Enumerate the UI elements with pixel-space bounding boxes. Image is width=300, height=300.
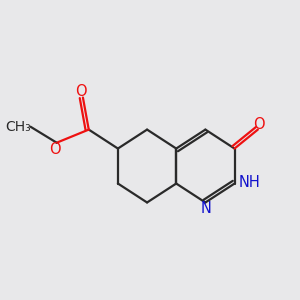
Text: O: O (75, 84, 86, 99)
Text: CH₃: CH₃ (5, 120, 31, 134)
Text: NH: NH (239, 175, 261, 190)
Text: N: N (201, 201, 212, 216)
Text: O: O (50, 142, 61, 157)
Text: O: O (254, 117, 265, 132)
